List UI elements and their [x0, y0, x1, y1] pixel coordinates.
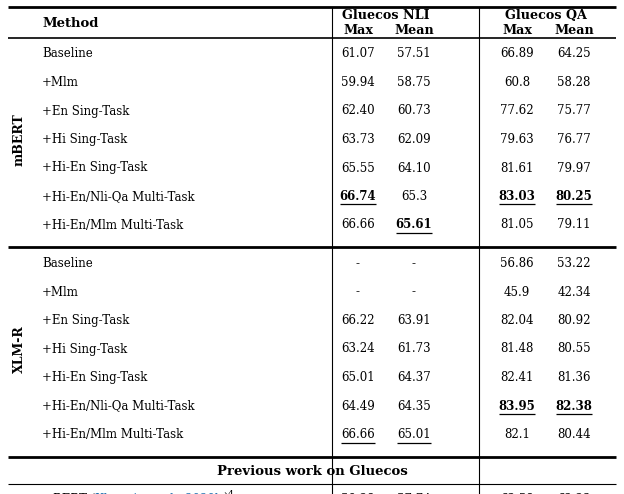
Text: 82.04: 82.04 [500, 314, 534, 327]
Text: -: - [412, 286, 416, 298]
Text: 76.77: 76.77 [557, 133, 591, 146]
Text: 75.77: 75.77 [557, 105, 591, 118]
Text: 58.28: 58.28 [557, 76, 591, 89]
Text: 83.03: 83.03 [499, 190, 535, 203]
Text: 65.55: 65.55 [341, 162, 375, 174]
Text: 62.23: 62.23 [557, 493, 591, 494]
Text: 63.58: 63.58 [500, 493, 534, 494]
Text: Mean: Mean [554, 25, 594, 38]
Text: 80.44: 80.44 [557, 428, 591, 441]
Text: +En Sing-Task: +En Sing-Task [42, 314, 129, 327]
Text: 83.95: 83.95 [499, 400, 535, 412]
Text: 65.3: 65.3 [401, 190, 427, 203]
Text: 64.37: 64.37 [397, 371, 431, 384]
Text: 64.35: 64.35 [397, 400, 431, 412]
Text: 59.94: 59.94 [341, 76, 375, 89]
Text: 53.22: 53.22 [557, 257, 591, 270]
Text: Max: Max [502, 25, 532, 38]
Text: +Hi-En/Mlm Multi-Task: +Hi-En/Mlm Multi-Task [42, 218, 183, 232]
Text: 66.74: 66.74 [339, 190, 376, 203]
Text: Max: Max [343, 25, 373, 38]
Text: Method: Method [42, 17, 99, 30]
Text: 64.49: 64.49 [341, 400, 375, 412]
Text: 64.25: 64.25 [557, 47, 591, 60]
Text: mBERT (: mBERT ( [42, 493, 95, 494]
Text: 61.73: 61.73 [397, 342, 431, 356]
Text: ): ) [223, 493, 228, 494]
Text: 81.61: 81.61 [500, 162, 534, 174]
Text: XLM-R: XLM-R [12, 325, 26, 373]
Text: 65.01: 65.01 [341, 371, 375, 384]
Text: 62.40: 62.40 [341, 105, 375, 118]
Text: Baseline: Baseline [42, 257, 93, 270]
Text: -: - [356, 286, 360, 298]
Text: 63.91: 63.91 [397, 314, 431, 327]
Text: 63.24: 63.24 [341, 342, 375, 356]
Text: 4: 4 [228, 490, 233, 494]
Text: Baseline: Baseline [42, 47, 93, 60]
Text: +Hi-En Sing-Task: +Hi-En Sing-Task [42, 371, 147, 384]
Text: Gluecos NLI: Gluecos NLI [342, 9, 430, 23]
Text: +Hi-En/Nli-Qa Multi-Task: +Hi-En/Nli-Qa Multi-Task [42, 400, 195, 412]
Text: 81.48: 81.48 [500, 342, 534, 356]
Text: 60.8: 60.8 [504, 76, 530, 89]
Text: 81.36: 81.36 [557, 371, 591, 384]
Text: -: - [356, 257, 360, 270]
Text: 65.61: 65.61 [396, 218, 432, 232]
Text: +Mlm: +Mlm [42, 286, 79, 298]
Text: +Hi-En Sing-Task: +Hi-En Sing-Task [42, 162, 147, 174]
Text: -: - [412, 257, 416, 270]
Text: 79.97: 79.97 [557, 162, 591, 174]
Text: 58.75: 58.75 [397, 76, 431, 89]
Text: 80.25: 80.25 [555, 190, 592, 203]
Text: 66.22: 66.22 [341, 314, 375, 327]
Text: 45.9: 45.9 [504, 286, 530, 298]
Text: 59.28: 59.28 [341, 493, 375, 494]
Text: +En Sing-Task: +En Sing-Task [42, 105, 129, 118]
Text: 61.07: 61.07 [341, 47, 375, 60]
Text: 65.01: 65.01 [397, 428, 431, 441]
Text: 81.05: 81.05 [500, 218, 534, 232]
Text: +Mlm: +Mlm [42, 76, 79, 89]
Text: Khanuja et al., 2020b: Khanuja et al., 2020b [95, 493, 223, 494]
Text: 82.1: 82.1 [504, 428, 530, 441]
Text: Gluecos QA: Gluecos QA [505, 9, 587, 23]
Text: mBERT: mBERT [12, 113, 26, 166]
Text: 66.66: 66.66 [341, 428, 375, 441]
Text: +Hi Sing-Task: +Hi Sing-Task [42, 342, 127, 356]
Text: 80.55: 80.55 [557, 342, 591, 356]
Text: 63.73: 63.73 [341, 133, 375, 146]
Text: 79.63: 79.63 [500, 133, 534, 146]
Text: 80.92: 80.92 [557, 314, 591, 327]
Text: 57.74: 57.74 [397, 493, 431, 494]
Text: 66.66: 66.66 [341, 218, 375, 232]
Text: 60.73: 60.73 [397, 105, 431, 118]
Text: Previous work on Gluecos: Previous work on Gluecos [217, 464, 407, 478]
Text: 57.51: 57.51 [397, 47, 431, 60]
Text: +Hi-En/Mlm Multi-Task: +Hi-En/Mlm Multi-Task [42, 428, 183, 441]
Text: 77.62: 77.62 [500, 105, 534, 118]
Text: 82.41: 82.41 [500, 371, 534, 384]
Text: +Hi-En/Nli-Qa Multi-Task: +Hi-En/Nli-Qa Multi-Task [42, 190, 195, 203]
Text: 82.38: 82.38 [555, 400, 592, 412]
Text: +Hi Sing-Task: +Hi Sing-Task [42, 133, 127, 146]
Text: 62.09: 62.09 [397, 133, 431, 146]
Text: 66.89: 66.89 [500, 47, 534, 60]
Text: 79.11: 79.11 [557, 218, 591, 232]
Text: Mean: Mean [394, 25, 434, 38]
Text: 42.34: 42.34 [557, 286, 591, 298]
Text: 64.10: 64.10 [397, 162, 431, 174]
Text: 56.86: 56.86 [500, 257, 534, 270]
